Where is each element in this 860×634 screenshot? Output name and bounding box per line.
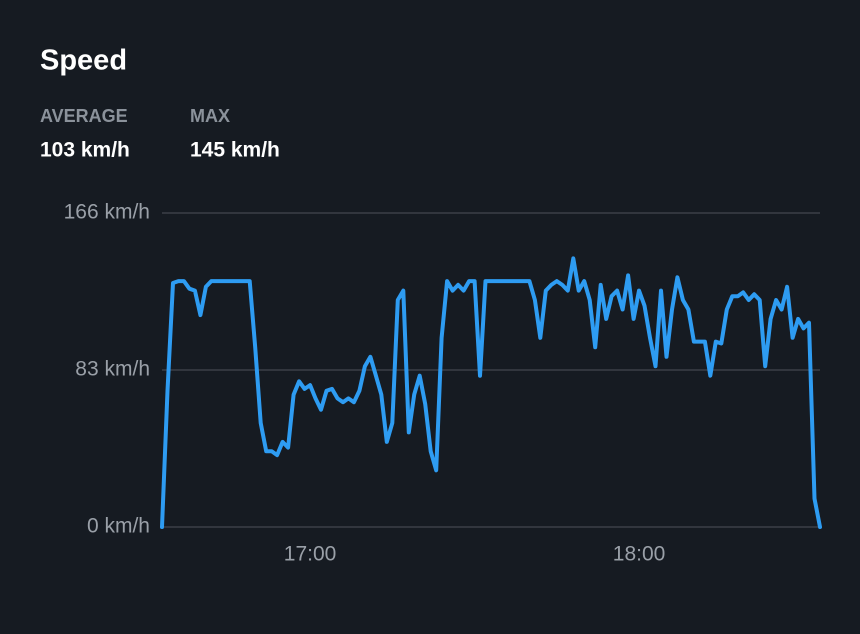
x-tick-label: 17:00 (284, 543, 337, 566)
speed-line (160, 256, 822, 529)
y-tick-label: 0 km/h (87, 515, 150, 538)
stat-label: MAX (190, 106, 230, 126)
y-tick-label: 83 km/h (75, 358, 150, 381)
y-tick-label: 166 km/h (64, 201, 150, 224)
stat-label: AVERAGE (40, 106, 128, 126)
x-tick-label: 18:00 (613, 543, 666, 566)
chart-title: Speed (40, 45, 127, 77)
stat-value: 103 km/h (40, 139, 130, 162)
stat-value: 145 km/h (190, 139, 280, 162)
